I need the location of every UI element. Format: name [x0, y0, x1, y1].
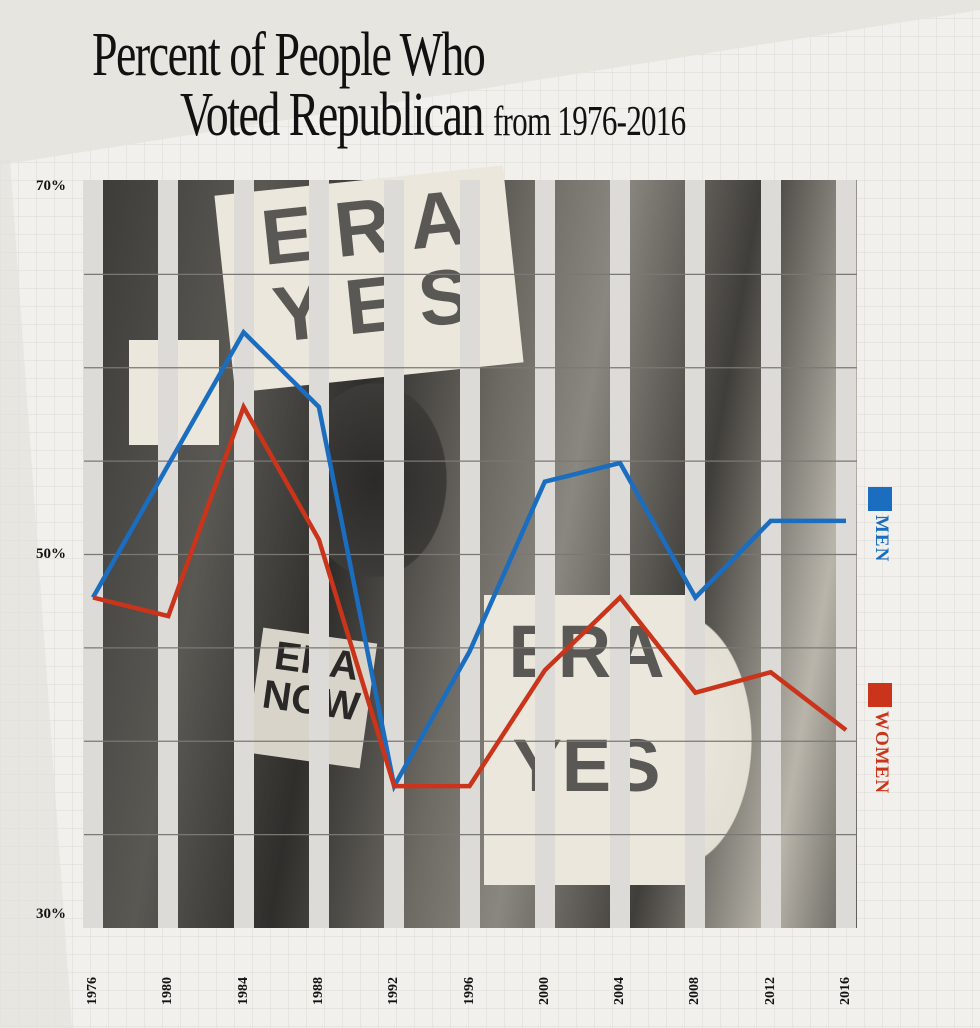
x-tick-2012: 2012	[762, 977, 778, 1005]
x-tick-1988: 1988	[310, 977, 326, 1005]
chart-title: Percent of People Who Voted Republican f…	[0, 0, 980, 170]
x-tick-1976: 1976	[85, 977, 100, 1005]
x-tick-2016: 2016	[838, 977, 853, 1005]
x-tick-1996: 1996	[461, 977, 477, 1005]
legend-men-swatch	[868, 487, 892, 511]
x-tick-2000: 2000	[536, 977, 552, 1005]
title-subtitle: from 1976-2016	[492, 99, 686, 145]
women-line	[92, 401, 848, 789]
y-tick-70: 70%	[36, 178, 66, 194]
title-line-2: Voted Republican from 1976-2016	[180, 81, 686, 149]
x-tick-1992: 1992	[386, 977, 402, 1005]
legend-women-swatch	[868, 683, 892, 707]
legend-men: MEN	[868, 487, 894, 562]
men-line	[91, 328, 846, 793]
legend-men-label: MEN	[871, 515, 892, 563]
title-line-1: Percent of People Who	[92, 21, 486, 89]
x-tick-1984: 1984	[235, 977, 251, 1005]
x-tick-1980: 1980	[160, 977, 176, 1005]
x-tick-2004: 2004	[612, 977, 628, 1005]
y-tick-50: 50%	[36, 546, 66, 562]
y-tick-30: 30%	[36, 906, 66, 922]
legend-women-label: WOMEN	[871, 711, 892, 795]
title-main: Voted Republican	[180, 81, 484, 149]
legend-women: WOMEN	[868, 683, 894, 794]
gridlines	[84, 273, 857, 836]
x-tick-2008: 2008	[687, 977, 703, 1005]
